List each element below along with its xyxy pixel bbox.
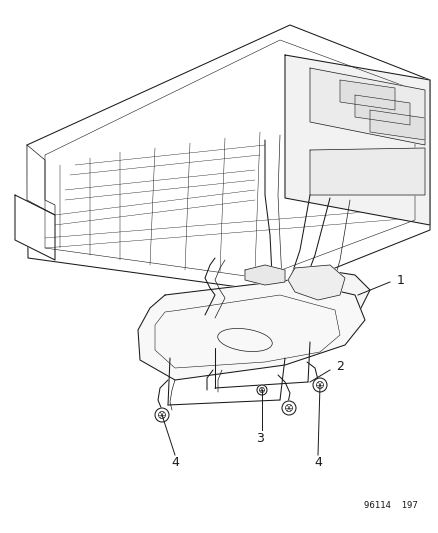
Polygon shape — [339, 80, 394, 110]
Polygon shape — [284, 55, 429, 225]
Circle shape — [312, 378, 326, 392]
Text: 1: 1 — [396, 273, 404, 287]
Text: 3: 3 — [255, 432, 263, 445]
Polygon shape — [27, 145, 55, 215]
Polygon shape — [287, 265, 344, 300]
Circle shape — [155, 408, 169, 422]
Polygon shape — [354, 95, 409, 125]
Polygon shape — [369, 110, 424, 140]
Polygon shape — [138, 280, 364, 380]
Text: 96114  197: 96114 197 — [364, 501, 417, 510]
Polygon shape — [284, 268, 369, 320]
Polygon shape — [309, 68, 424, 145]
Polygon shape — [244, 265, 284, 285]
Circle shape — [281, 401, 295, 415]
Text: 4: 4 — [313, 456, 321, 470]
Text: 4: 4 — [171, 456, 179, 470]
Polygon shape — [15, 195, 55, 260]
Polygon shape — [309, 148, 424, 195]
Circle shape — [256, 385, 266, 395]
Text: 2: 2 — [335, 359, 343, 373]
Polygon shape — [27, 25, 429, 292]
